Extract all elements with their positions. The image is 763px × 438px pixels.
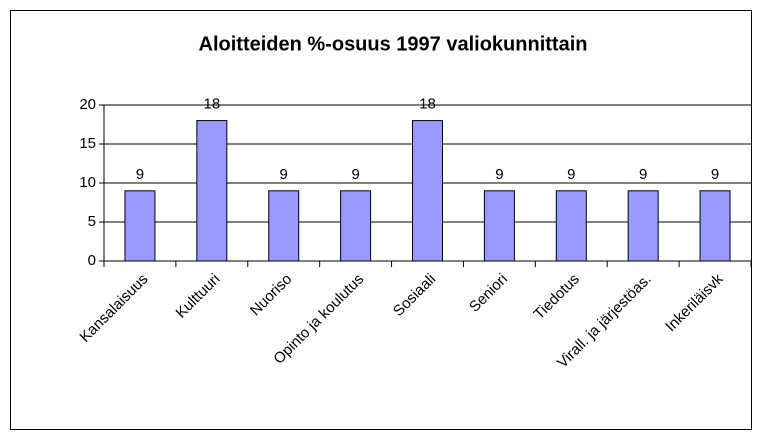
bar	[340, 190, 372, 262]
y-tick-label: 20	[79, 96, 96, 113]
y-tick-label: 0	[88, 252, 96, 269]
bar	[268, 190, 300, 262]
bar	[196, 120, 228, 262]
data-label: 9	[280, 166, 288, 183]
y-tick-label: 15	[79, 135, 96, 152]
data-label: 9	[711, 166, 719, 183]
data-label: 18	[203, 96, 220, 113]
data-label: 9	[639, 166, 647, 183]
bar	[699, 190, 731, 262]
data-label: 9	[136, 166, 144, 183]
bar	[627, 190, 659, 262]
bar	[124, 190, 156, 262]
chart-title: Aloitteiden %-osuus 1997 valiokunnittain	[199, 33, 588, 55]
data-label: 9	[495, 166, 503, 183]
data-label: 9	[567, 166, 575, 183]
data-label: 9	[351, 166, 359, 183]
y-tick-label: 10	[79, 174, 96, 191]
bar	[555, 190, 587, 262]
y-tick-label: 5	[88, 213, 96, 230]
data-label: 18	[419, 96, 436, 113]
bar	[483, 190, 515, 262]
bar	[412, 120, 443, 262]
